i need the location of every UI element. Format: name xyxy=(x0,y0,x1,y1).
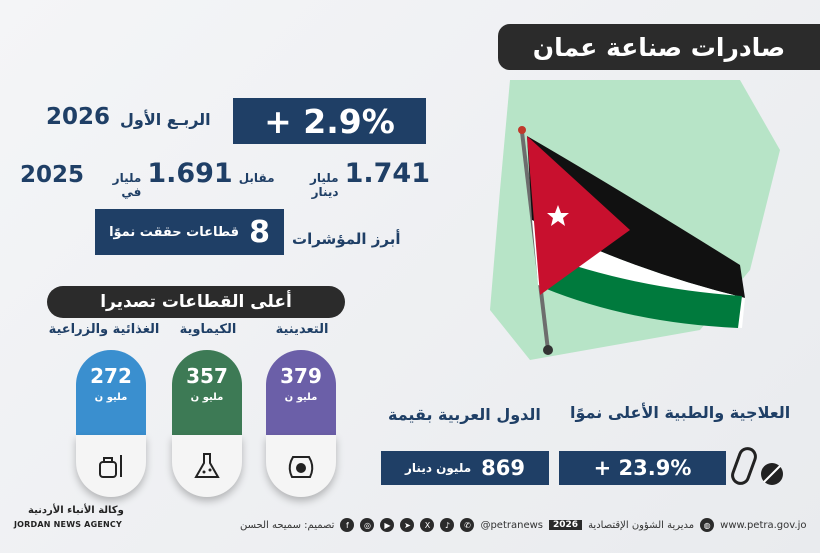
arab-value-box: 869 مليون دينار xyxy=(381,451,549,485)
indicators-text: قطاعات حققت نموًا xyxy=(109,224,240,240)
agency-name-arabic: وكالة الأنباء الأردنية xyxy=(28,505,124,516)
previous-unit: مليار في xyxy=(112,171,142,199)
arab-value: 869 xyxy=(481,456,525,480)
page-title: صادرات صناعة عمان xyxy=(498,24,820,70)
pharma-growth-box: + 23.9% xyxy=(559,451,726,485)
sector-value-food: 272 xyxy=(90,364,132,388)
arab-unit: مليون دينار xyxy=(405,461,472,475)
sector-name-food: الغذائية والزراعية xyxy=(48,322,160,337)
designer-credit: تصميم: سميحه الحسن xyxy=(240,519,335,531)
sector-unit-mining: مليو ن xyxy=(284,392,318,403)
sectors-header: أعلى القطاعات تصديرا xyxy=(47,286,345,318)
footer-year: 2026 xyxy=(549,520,583,530)
arab-countries-label: الدول العربية بقيمة xyxy=(388,405,541,424)
tiktok-icon[interactable]: ♪ xyxy=(440,518,455,532)
sector-value-mining: 379 xyxy=(280,364,322,388)
sector-name-chemical: الكيماوية xyxy=(179,322,237,337)
instagram-icon[interactable]: ◎ xyxy=(360,518,375,532)
website-link[interactable]: www.petra.gov.jo xyxy=(720,519,807,531)
current-unit: مليار دينار xyxy=(309,171,339,199)
jordan-flag xyxy=(527,136,745,328)
sector-card-mining: 379 مليو ن xyxy=(266,350,336,497)
pills-icon xyxy=(731,447,783,485)
sector-name-mining: التعدينية xyxy=(275,322,329,337)
globe-icon: ◍ xyxy=(700,518,715,532)
indicators-box: 8 قطاعات حققت نموًا xyxy=(95,209,284,255)
indicators-count: 8 xyxy=(249,214,270,250)
indicators-label: أبرز المؤشرات xyxy=(292,230,401,248)
sector-unit-food: مليو ن xyxy=(94,392,128,403)
agency-name-english: JORDAN NEWS AGENCY xyxy=(14,520,122,529)
previous-value: 1.691 xyxy=(147,158,233,189)
quarter-label: الربـع الأول xyxy=(120,110,211,129)
whatsapp-icon[interactable]: ✆ xyxy=(460,518,475,532)
telegram-icon[interactable]: ➤ xyxy=(400,518,415,532)
footer-bar: تصميم: سميحه الحسن f ◎ ▶ ➤ X ♪ ✆ @petran… xyxy=(240,515,820,535)
year-label: 2026 xyxy=(46,104,111,130)
previous-year: 2025 xyxy=(20,162,85,188)
current-value: 1.741 xyxy=(344,158,430,189)
x-icon[interactable]: X xyxy=(420,518,435,532)
values-row: 1.741 مليار دينار مقابل 1.691 مليار في 2… xyxy=(20,158,430,199)
sector-card-food: 272 مليو ن xyxy=(76,350,146,497)
mining-sack-icon xyxy=(288,456,314,478)
growth-value-box: + 2.9% xyxy=(233,98,426,144)
sector-card-chemical: 357 مليو ن xyxy=(172,350,242,497)
department-name: مديرية الشؤون الإقتصادية xyxy=(588,519,695,531)
sector-unit-chemical: مليو ن xyxy=(190,392,224,403)
versus-label: مقابل xyxy=(238,171,275,185)
youtube-icon[interactable]: ▶ xyxy=(380,518,395,532)
sector-value-chemical: 357 xyxy=(186,364,228,388)
social-handle[interactable]: @petranews xyxy=(480,519,543,531)
chemical-flask-icon xyxy=(194,453,220,478)
facebook-icon[interactable]: f xyxy=(340,518,355,532)
pharma-label: العلاجية والطبية الأعلى نموًا xyxy=(570,403,791,422)
jordan-map-flag-illustration xyxy=(490,80,780,360)
food-kettle-icon xyxy=(99,455,122,478)
